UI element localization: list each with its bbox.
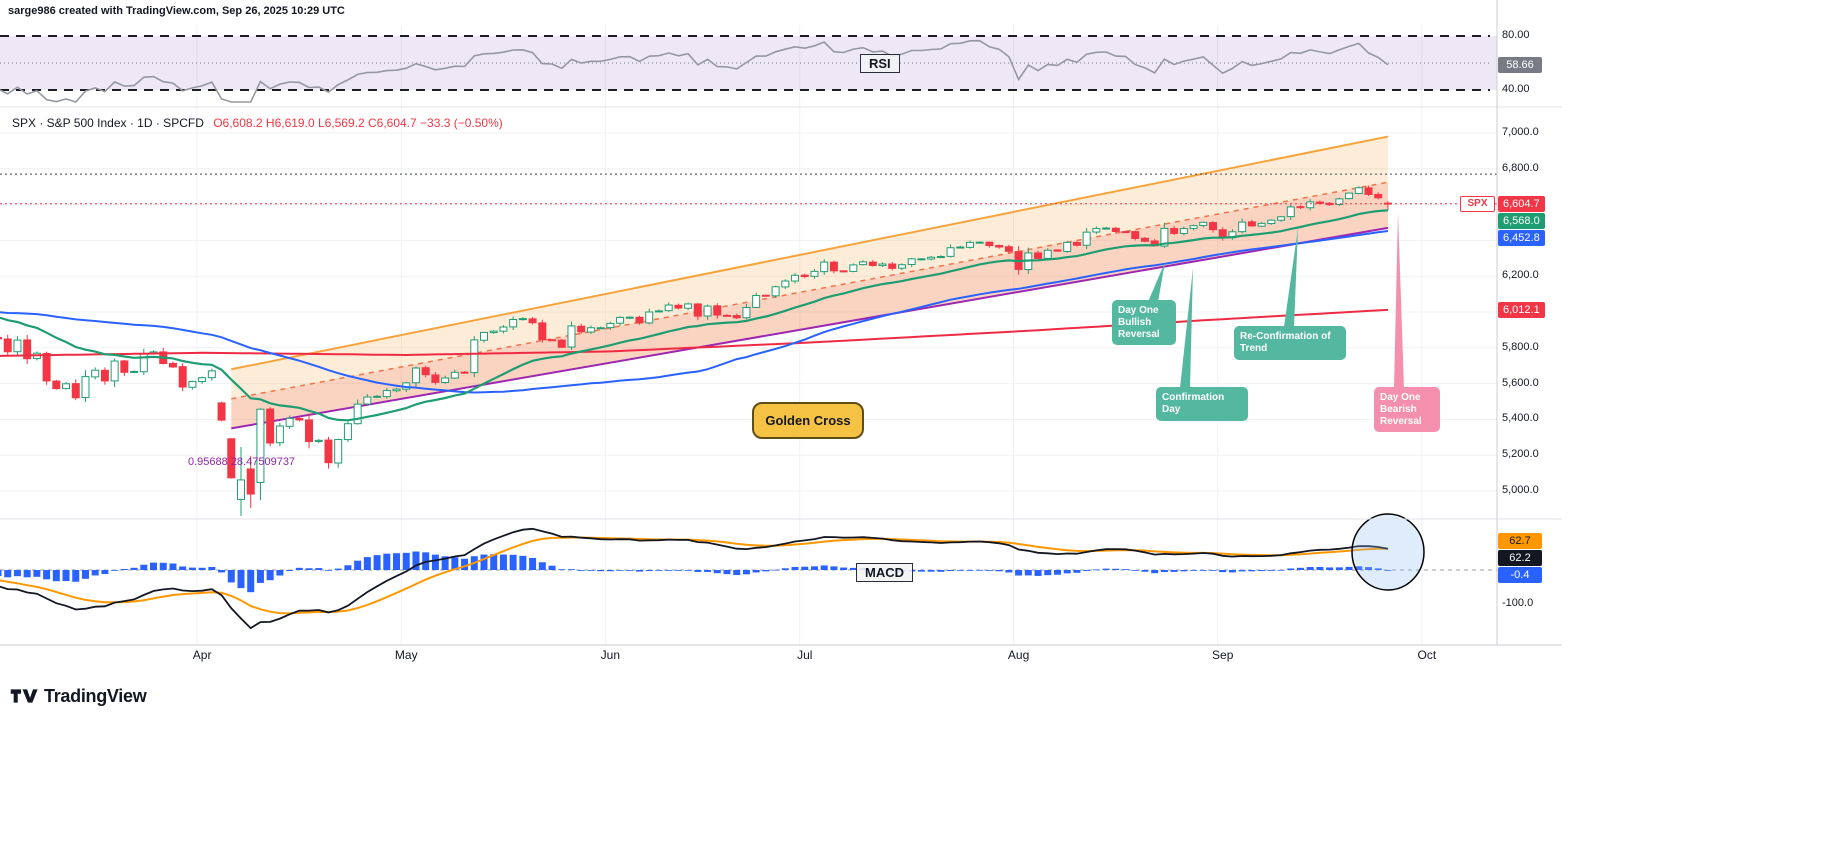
time-axis-month-label: May [394, 648, 418, 662]
price-axis-label: 5,400.0 [1502, 412, 1539, 425]
price-axis-label: 6,800.0 [1502, 161, 1539, 174]
time-axis-month-label: Jun [600, 648, 621, 662]
chart-credit: sarge986 created with TradingView.com, S… [8, 5, 345, 17]
price-level-badge: 6,568.0 [1498, 213, 1545, 229]
macd-value-badge: 62.2 [1498, 550, 1542, 566]
time-axis-month-label: Sep [1212, 648, 1234, 662]
price-axis-label: 5,800.0 [1502, 340, 1539, 353]
macd-value-badge: -0.4 [1498, 567, 1542, 583]
time-axis-month-label: Aug [1007, 648, 1030, 662]
annotation-confirmation-day[interactable]: Confirmation Day [1156, 387, 1248, 421]
price-axis-label: 5,200.0 [1502, 448, 1539, 461]
macd-pane-label[interactable]: MACD [856, 563, 913, 582]
price-axis-label: 5,600.0 [1502, 376, 1539, 389]
legend-ohlc-values: O6,608.2 H6,619.0 L6,569.2 C6,604.7 −33.… [213, 116, 503, 130]
price-level-badge: 6,012.1 [1498, 302, 1545, 318]
annotation-day-one-bullish-reversal[interactable]: Day One Bullish Reversal [1112, 300, 1176, 346]
symbol-price-chip: SPX [1460, 196, 1495, 212]
annotation-day-one-bearish-reversal[interactable]: Day One Bearish Reversal [1374, 387, 1440, 433]
rsi-axis-label: 40.00 [1502, 83, 1530, 95]
rsi-pane-label[interactable]: RSI [860, 54, 900, 73]
tradingview-logo[interactable]: TradingView [10, 684, 147, 708]
annotation-golden-cross[interactable]: Golden Cross [752, 402, 864, 439]
rsi-value-badge: 58.66 [1498, 56, 1542, 73]
legend-symbol[interactable]: SPX · S&P 500 Index · 1D · SPCFD [12, 116, 204, 130]
annotation-re-confirmation-of-trend[interactable]: Re-Confirmation of Trend [1234, 326, 1346, 360]
price-chart-canvas[interactable] [0, 0, 1562, 668]
price-axis-label: 5,000.0 [1502, 484, 1539, 496]
macd-value-badge: 62.7 [1498, 533, 1542, 549]
time-axis-month-label: Apr [192, 648, 212, 662]
price-axis-label: 6,200.0 [1502, 269, 1539, 282]
time-axis-month-label: Jul [797, 648, 813, 662]
macd-axis-label: -100.0 [1502, 597, 1534, 609]
price-level-badge: 6,604.7 [1498, 196, 1545, 212]
time-axis-month-label: Oct [1417, 648, 1437, 662]
symbol-legend[interactable]: SPX · S&P 500 Index · 1D · SPCFD O6,608.… [12, 116, 503, 130]
tradingview-logo-icon [10, 689, 38, 703]
trendline-slope-label[interactable]: 0.95688 28.47509737 [188, 456, 296, 468]
price-axis-label: 7,000.0 [1502, 126, 1539, 138]
rsi-axis-label: 80.00 [1502, 29, 1530, 41]
price-level-badge: 6,452.8 [1498, 230, 1545, 246]
tradingview-wordmark: TradingView [44, 685, 147, 706]
